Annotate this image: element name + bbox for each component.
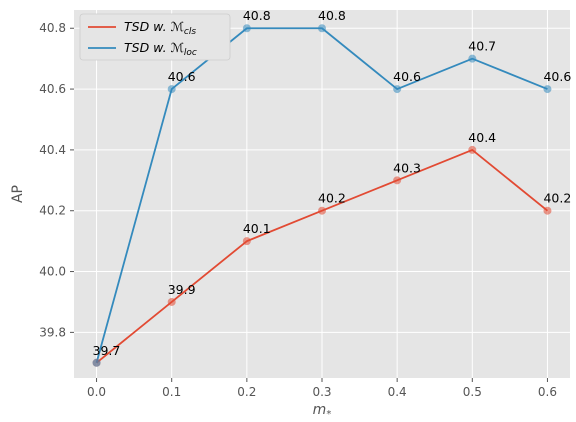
legend-entry-cls: TSD w. ℳcls [124,19,196,37]
data-label-cls: 40.4 [468,130,496,145]
data-label-loc: 40.6 [168,69,196,84]
data-point-cls [393,176,402,185]
data-point-loc [318,24,326,33]
data-label-cls: 40.2 [318,191,346,206]
x-tick-label: 0.3 [312,385,331,399]
data-point-cls [167,297,176,306]
data-point-loc [167,85,176,94]
data-point-loc [468,54,477,63]
x-axis-label-subscript: * [326,409,331,420]
data-label-cls: 40.3 [393,160,421,175]
y-tick-label: 40.6 [39,82,66,96]
data-label-cls: 40.1 [243,221,271,236]
y-tick-label: 40.2 [39,204,66,218]
data-point-cls [543,206,552,215]
data-point-cls [318,206,326,215]
y-axis-label: AP [10,185,26,203]
x-tick-label: 0.4 [388,385,407,399]
x-axis-ticks: 0.0 0.1 0.2 0.3 0.4 0.5 0.6 [87,378,557,399]
data-label-cls: 39.9 [168,282,196,297]
legend: TSD w. ℳcls TSD w. ℳloc [79,13,231,61]
data-point-loc [242,24,251,33]
data-labels: 39.7 39.9 40.1 40.2 40.3 40.4 40.2 40.6 40.8 40.8… [93,8,572,358]
series-group [92,24,552,367]
x-tick-label: 0.6 [538,385,557,399]
data-point-cls [468,145,477,154]
legend-box [79,13,231,61]
y-tick-label: 40.0 [39,265,66,279]
data-label-loc: 40.8 [243,8,271,23]
data-label-cls: 39.7 [93,343,121,358]
data-point-loc [543,85,552,94]
data-label-loc: 40.6 [393,69,421,84]
y-tick-label: 40.8 [39,21,66,35]
data-label-cls: 40.2 [543,191,571,206]
y-tick-label: 40.4 [39,143,66,157]
y-axis-ticks: 39.8 40.0 40.2 40.4 40.6 40.8 [39,21,74,339]
data-point-loc [393,85,402,94]
data-label-loc: 40.8 [318,8,346,23]
data-point-loc [92,358,101,367]
data-label-loc: 40.7 [468,39,496,54]
data-label-loc: 40.6 [543,69,571,84]
y-tick-label: 39.8 [39,325,66,339]
data-point-cls [242,237,251,246]
x-tick-label: 0.5 [463,385,482,399]
x-tick-label: 0.0 [87,385,106,399]
x-tick-label: 0.1 [162,385,181,399]
x-axis-label: m* [313,402,332,420]
legend-entry-loc: TSD w. ℳloc [124,40,197,58]
x-tick-label: 0.2 [237,385,256,399]
